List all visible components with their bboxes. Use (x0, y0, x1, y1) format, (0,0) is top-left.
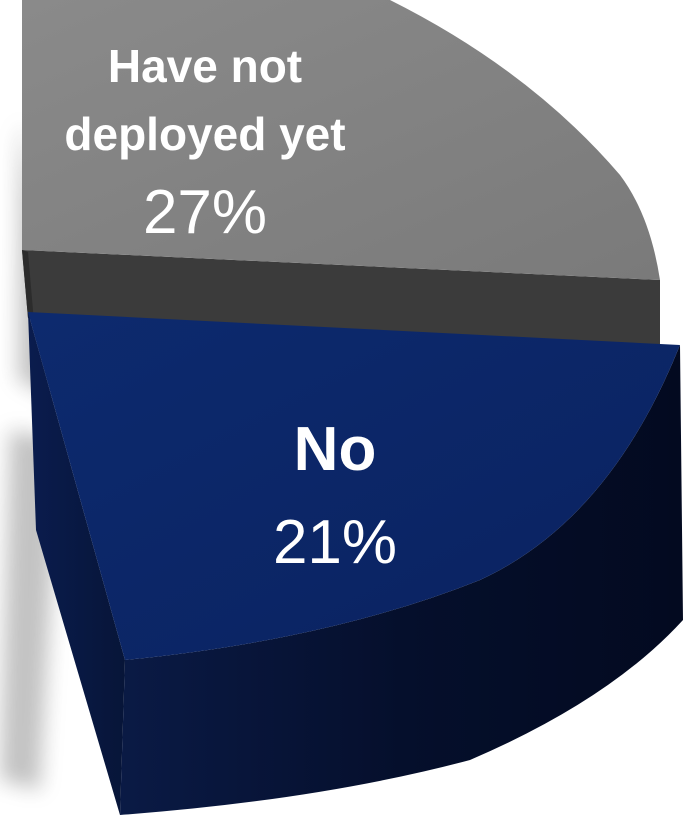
slice-no-value: 21% (273, 508, 397, 577)
slice-no-side (120, 345, 683, 815)
slice-no-front (28, 312, 125, 815)
slice-no-top (28, 312, 680, 660)
slice-have-not-deployed-yet-top (22, 0, 660, 280)
slice-have-not-deployed-yet-label-line1: Have not (108, 40, 302, 92)
slice-have-not-deployed-yet-label-line2: deployed yet (64, 108, 345, 160)
slice-have-not-deployed-yet: Have not deployed yet 27% (22, 0, 660, 345)
slice-have-not-deployed-yet-value: 27% (143, 178, 267, 247)
slice-no: No 21% (28, 312, 683, 815)
slice-no-label: No (294, 415, 377, 484)
